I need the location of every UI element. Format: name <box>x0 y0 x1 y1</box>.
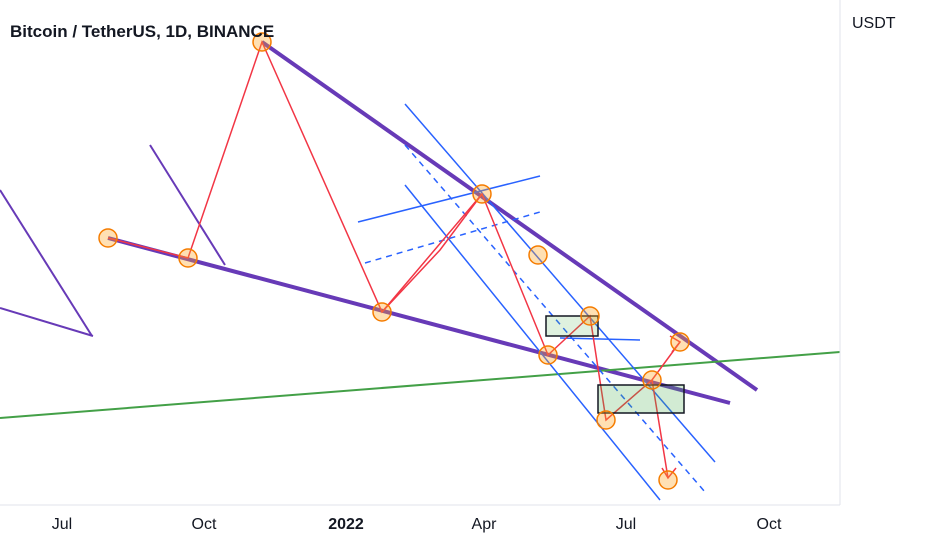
price-scale[interactable]: 60063.0257418.9751771.2748000.0042000.00… <box>756 0 932 550</box>
time-tick-label: Jul <box>616 516 636 533</box>
time-axis-bg <box>0 505 840 550</box>
descending-resistance-line <box>260 40 759 392</box>
early-trendline <box>0 189 93 337</box>
pivot-marker <box>596 410 616 430</box>
pivot-marker <box>642 370 662 390</box>
flag-channel-line <box>364 211 541 264</box>
pivot-marker <box>372 302 392 322</box>
early-trendline <box>149 144 226 266</box>
channel-line <box>559 337 641 341</box>
range-box <box>597 384 685 414</box>
currency-unit: USDT <box>852 15 896 32</box>
early-trendline <box>0 307 94 337</box>
descending-support-line <box>107 236 731 405</box>
projection-arrow <box>651 379 669 479</box>
pivot-marker <box>658 470 678 490</box>
pivot-marker <box>472 184 492 204</box>
pivot-marker <box>538 345 558 365</box>
time-tick-label: Oct <box>192 516 217 533</box>
channel-line <box>404 184 661 501</box>
pivot-marker <box>98 228 118 248</box>
time-tick-label: Oct <box>757 516 782 533</box>
pivot-marker <box>670 332 690 352</box>
flag-channel-line <box>357 175 541 223</box>
pivot-marker <box>580 306 600 326</box>
chart-title: Bitcoin / TetherUS, 1D, BINANCE <box>10 22 275 41</box>
range-box <box>545 315 599 337</box>
time-tick-label: Apr <box>472 516 498 533</box>
time-tick-label: 2022 <box>328 516 364 533</box>
time-tick-label: Jul <box>52 516 72 533</box>
price-scale-bg <box>840 0 932 550</box>
long-term-trendline <box>0 351 841 419</box>
channel-line <box>404 103 716 463</box>
chart-drawings <box>0 32 841 501</box>
wave-zigzag <box>381 193 483 313</box>
pivot-marker <box>528 245 548 265</box>
pivot-marker <box>178 248 198 268</box>
pivot-marker <box>252 32 272 52</box>
time-axis[interactable]: Jul Oct 2022 Apr Jul Oct <box>0 504 840 550</box>
wave-zigzag <box>107 39 681 422</box>
